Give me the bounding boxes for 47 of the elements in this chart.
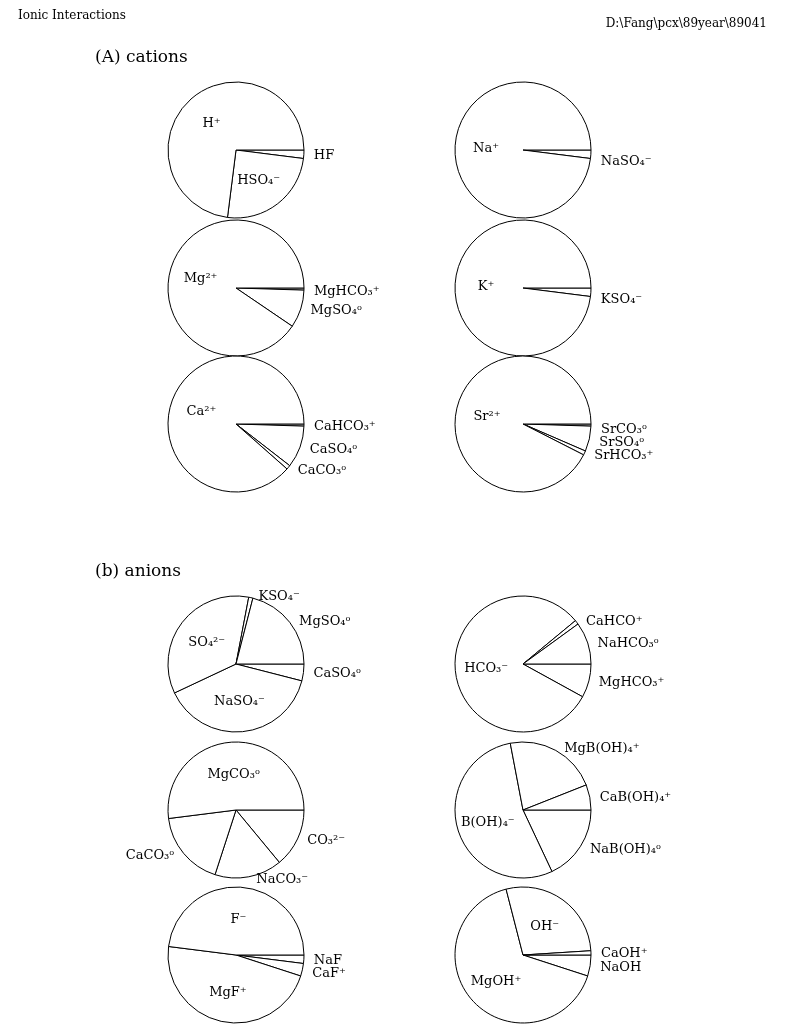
slice-label: HSO₄⁻ [237, 171, 281, 187]
slice-label: Sr²⁺ [473, 407, 501, 423]
slice-label: NaF [313, 951, 343, 967]
slice-label: SrSO₄ᵒ [599, 433, 645, 449]
slice-label: MgHCO₃⁺ [313, 282, 380, 298]
slice-label: Ca²⁺ [186, 403, 217, 419]
slice-label: B(OH)₄⁻ [460, 813, 515, 829]
slice-label: MgHCO₃⁺ [598, 674, 665, 690]
slice-label: CaHCO⁺ [586, 612, 643, 628]
slice-label: CaF⁺ [312, 964, 346, 980]
slice-label: CaHCO₃⁺ [313, 417, 376, 433]
slice-label: MgF⁺ [209, 983, 247, 999]
slice-label: SO₄²⁻ [188, 633, 226, 649]
slice-label: HF [313, 146, 335, 162]
slice-label: KSO₄⁻ [258, 588, 300, 603]
slice-label: CaB(OH)₄⁺ [599, 789, 672, 805]
slice-label: K⁺ [477, 278, 495, 294]
slice-label: CaCO₃ᵒ [125, 846, 175, 862]
slice-label: NaHCO₃ᵒ [597, 634, 659, 650]
slice-label: KSO₄⁻ [600, 291, 643, 307]
slice-label: MgB(OH)₄⁺ [564, 740, 640, 756]
slice-label: CaSO₄ᵒ [313, 665, 361, 681]
slice-label: CaOH⁺ [600, 945, 648, 961]
slice-label: SrCO₃ᵒ [600, 420, 647, 436]
slice-label: CaCO₃ᵒ [297, 461, 347, 477]
slice-label: H⁺ [202, 114, 221, 130]
slice-label: CO₃²⁻ [307, 831, 346, 847]
slice-label: NaOH [600, 958, 642, 974]
slice-label: MgOH⁺ [470, 972, 522, 988]
chart-title: (b) anions [95, 560, 181, 580]
slice-label: NaSO₄⁻ [214, 693, 265, 709]
slice-label: NaB(OH)₄ᵒ [589, 840, 661, 856]
text: D:\Fang\pcx\89year\89041 [605, 16, 767, 30]
slice-label: NaCO₃⁻ [256, 871, 309, 886]
text: Ionic Interactions [18, 8, 126, 22]
slice-label: MgCO₃ᵒ [207, 765, 260, 781]
slice-label: HCO₃⁻ [464, 659, 509, 675]
slice-label: CaSO₄ᵒ [309, 440, 358, 456]
slice-label: MgSO₄ᵒ [310, 302, 362, 318]
chart-title: (A) cations [95, 46, 188, 66]
slice-label: Mg²⁺ [183, 269, 218, 285]
slice-label: OH⁻ [530, 917, 560, 933]
slice-label: Na⁺ [473, 140, 500, 156]
slice-label: SrHCO₃⁺ [594, 446, 654, 462]
slice-label: NaSO₄⁻ [600, 153, 652, 169]
slice-label: MgSO₄ᵒ [299, 612, 351, 628]
slice-label: F⁻ [230, 910, 247, 926]
